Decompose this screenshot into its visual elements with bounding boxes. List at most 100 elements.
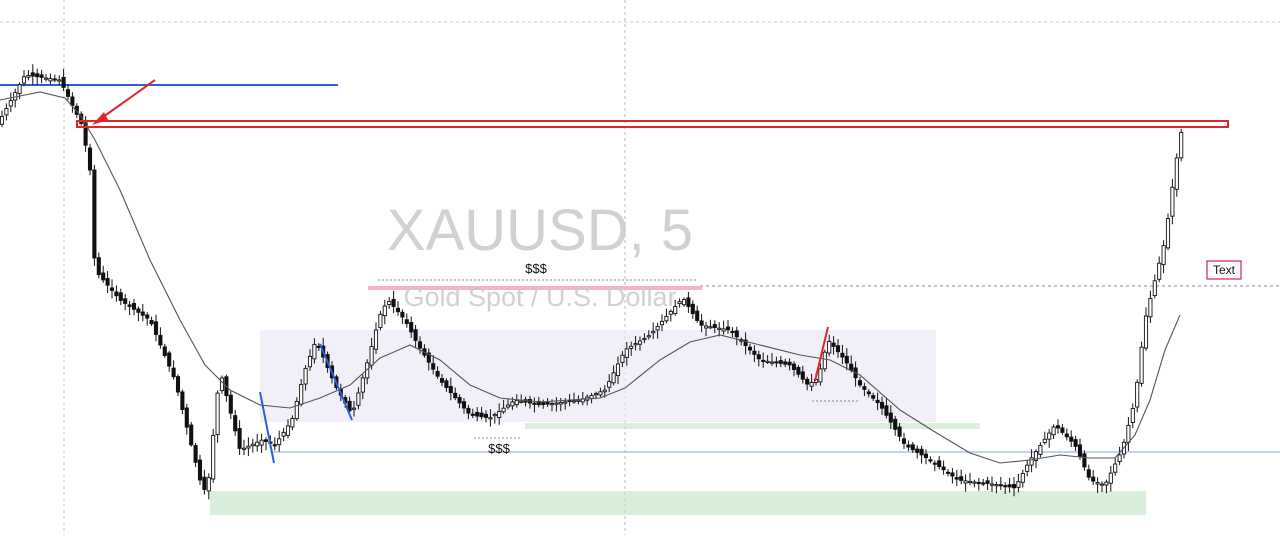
candle — [1091, 470, 1096, 485]
resistance-zone — [76, 120, 1229, 128]
candle — [673, 299, 678, 316]
candle — [294, 397, 299, 421]
candle — [1025, 459, 1030, 477]
candle — [611, 365, 616, 386]
red-trend-line — [814, 326, 829, 382]
candle — [21, 70, 27, 87]
candle — [752, 345, 757, 363]
candle — [162, 343, 167, 358]
candle — [831, 336, 836, 355]
candle — [857, 376, 863, 388]
candle — [211, 428, 216, 483]
candle — [1029, 449, 1034, 473]
candle — [554, 397, 559, 412]
candle — [1047, 429, 1052, 448]
candle — [840, 344, 845, 364]
candle — [875, 392, 880, 411]
candle — [1042, 431, 1047, 445]
candle — [395, 301, 401, 316]
candle — [1139, 341, 1144, 387]
candle — [180, 389, 185, 415]
candle — [52, 74, 57, 83]
candle — [492, 412, 497, 424]
liquidity-low-label: $$$ — [488, 441, 510, 456]
candle — [721, 320, 726, 335]
candle — [206, 473, 211, 500]
candle — [629, 341, 634, 356]
high-marker-zone — [368, 286, 702, 290]
candle — [1174, 153, 1179, 197]
candle — [281, 427, 286, 442]
candle — [695, 305, 700, 323]
candle — [1157, 256, 1162, 283]
candle — [360, 374, 365, 400]
candle — [651, 322, 656, 340]
candle — [250, 438, 255, 453]
candle — [1020, 469, 1025, 488]
text-box-label: Text — [1213, 263, 1236, 277]
candle — [488, 409, 493, 427]
candle — [791, 361, 797, 377]
candle — [193, 442, 198, 468]
candle — [668, 309, 673, 322]
candle — [541, 399, 546, 409]
candle — [642, 333, 647, 344]
candle — [923, 449, 929, 465]
candle — [945, 469, 951, 477]
candle — [805, 376, 810, 391]
candle — [774, 356, 779, 368]
text-box[interactable] — [1206, 260, 1242, 280]
candle — [998, 477, 1003, 491]
candle — [730, 327, 735, 338]
liquidity-high-label: $$$ — [525, 261, 547, 276]
candle — [1073, 435, 1078, 451]
candle — [1161, 240, 1166, 274]
candle — [1126, 417, 1131, 452]
candle — [479, 406, 484, 420]
candle — [761, 352, 766, 368]
candle — [140, 303, 145, 322]
moving-average-line — [0, 91, 1181, 464]
candle — [827, 334, 832, 357]
candle — [1117, 446, 1122, 466]
candle — [708, 319, 713, 330]
candle — [1095, 477, 1100, 493]
candle — [717, 322, 722, 337]
candle — [1170, 178, 1175, 225]
candle — [444, 378, 449, 392]
candle — [347, 396, 352, 413]
candle — [1130, 403, 1135, 429]
candle — [879, 396, 885, 415]
candle — [448, 377, 453, 401]
candle — [57, 75, 62, 86]
candle — [145, 312, 150, 326]
candle — [677, 298, 682, 308]
candle — [13, 88, 18, 108]
candle — [1055, 419, 1061, 434]
candle — [167, 350, 172, 372]
candle — [950, 468, 955, 484]
candle — [734, 326, 739, 346]
candle — [43, 74, 49, 82]
candle — [426, 348, 431, 371]
candle — [48, 73, 53, 85]
candle — [871, 392, 876, 401]
candle — [105, 271, 110, 294]
candle — [404, 313, 409, 328]
candle — [400, 309, 405, 324]
candle — [285, 419, 291, 439]
candle — [928, 456, 933, 464]
candle — [197, 454, 203, 485]
candle — [184, 403, 189, 435]
candle — [382, 299, 387, 325]
candle — [1069, 430, 1074, 447]
candle — [123, 294, 128, 311]
candle — [818, 363, 823, 386]
candle — [237, 420, 242, 455]
candle — [1104, 479, 1109, 494]
candle — [1051, 424, 1056, 439]
candle — [373, 322, 379, 355]
candle — [391, 290, 396, 313]
